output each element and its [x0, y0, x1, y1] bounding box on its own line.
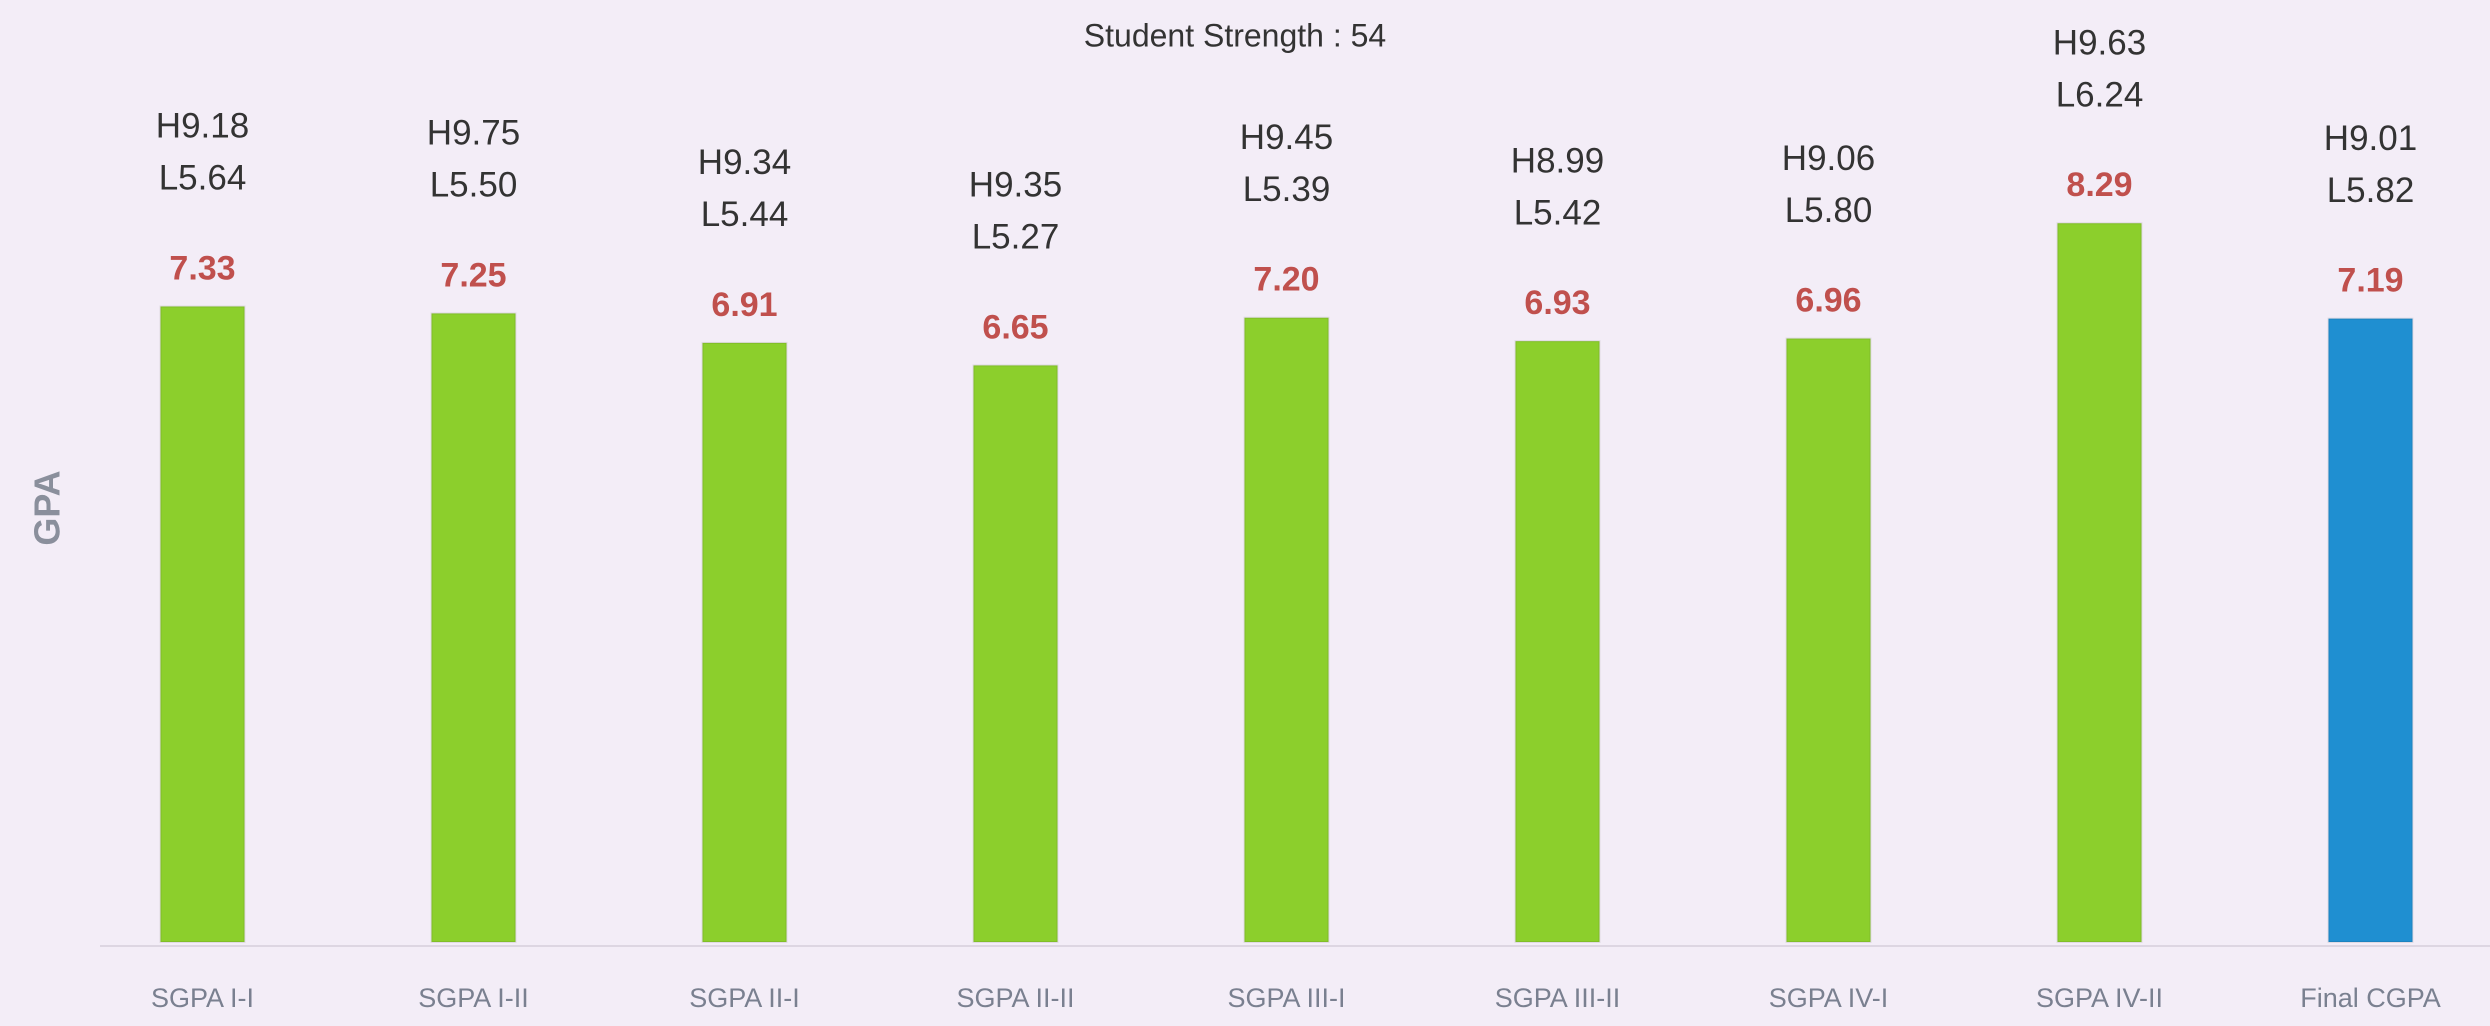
y-axis-label: GPA	[27, 470, 68, 545]
high-label: H9.06	[1782, 139, 1875, 178]
value-label: 8.29	[2066, 166, 2132, 204]
low-label: L5.82	[2327, 171, 2415, 210]
bar	[159, 305, 246, 943]
bar	[1514, 340, 1601, 943]
bar	[2327, 317, 2414, 943]
x-tick-label: SGPA II-I	[689, 983, 800, 1013]
x-tick-label: SGPA III-I	[1227, 983, 1345, 1013]
bar	[972, 364, 1059, 943]
x-tick-label: SGPA III-II	[1495, 983, 1621, 1013]
low-label: L5.50	[430, 166, 518, 205]
x-tick-label: SGPA II-II	[956, 983, 1074, 1013]
high-label: H9.18	[156, 107, 249, 146]
high-label: H9.01	[2324, 119, 2417, 158]
low-label: L6.24	[2056, 76, 2144, 115]
value-label: 7.19	[2337, 262, 2403, 300]
x-tick-label: SGPA I-II	[418, 983, 529, 1013]
chart-title: Student Strength : 54	[1084, 17, 1386, 53]
value-label: 6.91	[711, 286, 777, 324]
bar	[1785, 337, 1872, 943]
low-label: L5.64	[159, 159, 247, 198]
bar	[1243, 316, 1330, 943]
high-label: H9.63	[2053, 24, 2146, 63]
bar	[2056, 222, 2143, 943]
x-tick-label: SGPA IV-II	[2036, 983, 2163, 1013]
value-label: 6.65	[982, 308, 1048, 346]
high-label: H8.99	[1511, 141, 1604, 180]
high-label: H9.45	[1240, 118, 1333, 157]
high-label: H9.34	[698, 143, 791, 182]
x-tick-label: SGPA I-I	[151, 983, 254, 1013]
low-label: L5.80	[1785, 191, 1873, 230]
value-label: 7.33	[169, 249, 235, 287]
x-tick-label: SGPA IV-I	[1769, 983, 1889, 1013]
high-label: H9.75	[427, 114, 520, 153]
value-label: 7.20	[1253, 261, 1319, 299]
bar	[701, 341, 788, 943]
low-label: L5.42	[1514, 193, 1602, 232]
bar	[430, 312, 517, 943]
low-label: L5.27	[972, 218, 1060, 257]
high-label: H9.35	[969, 166, 1062, 205]
value-label: 6.96	[1795, 282, 1861, 320]
value-label: 6.93	[1524, 284, 1590, 322]
low-label: L5.44	[701, 195, 789, 234]
value-label: 7.25	[440, 256, 506, 294]
low-label: L5.39	[1243, 170, 1331, 209]
x-tick-label: Final CGPA	[2300, 983, 2441, 1013]
